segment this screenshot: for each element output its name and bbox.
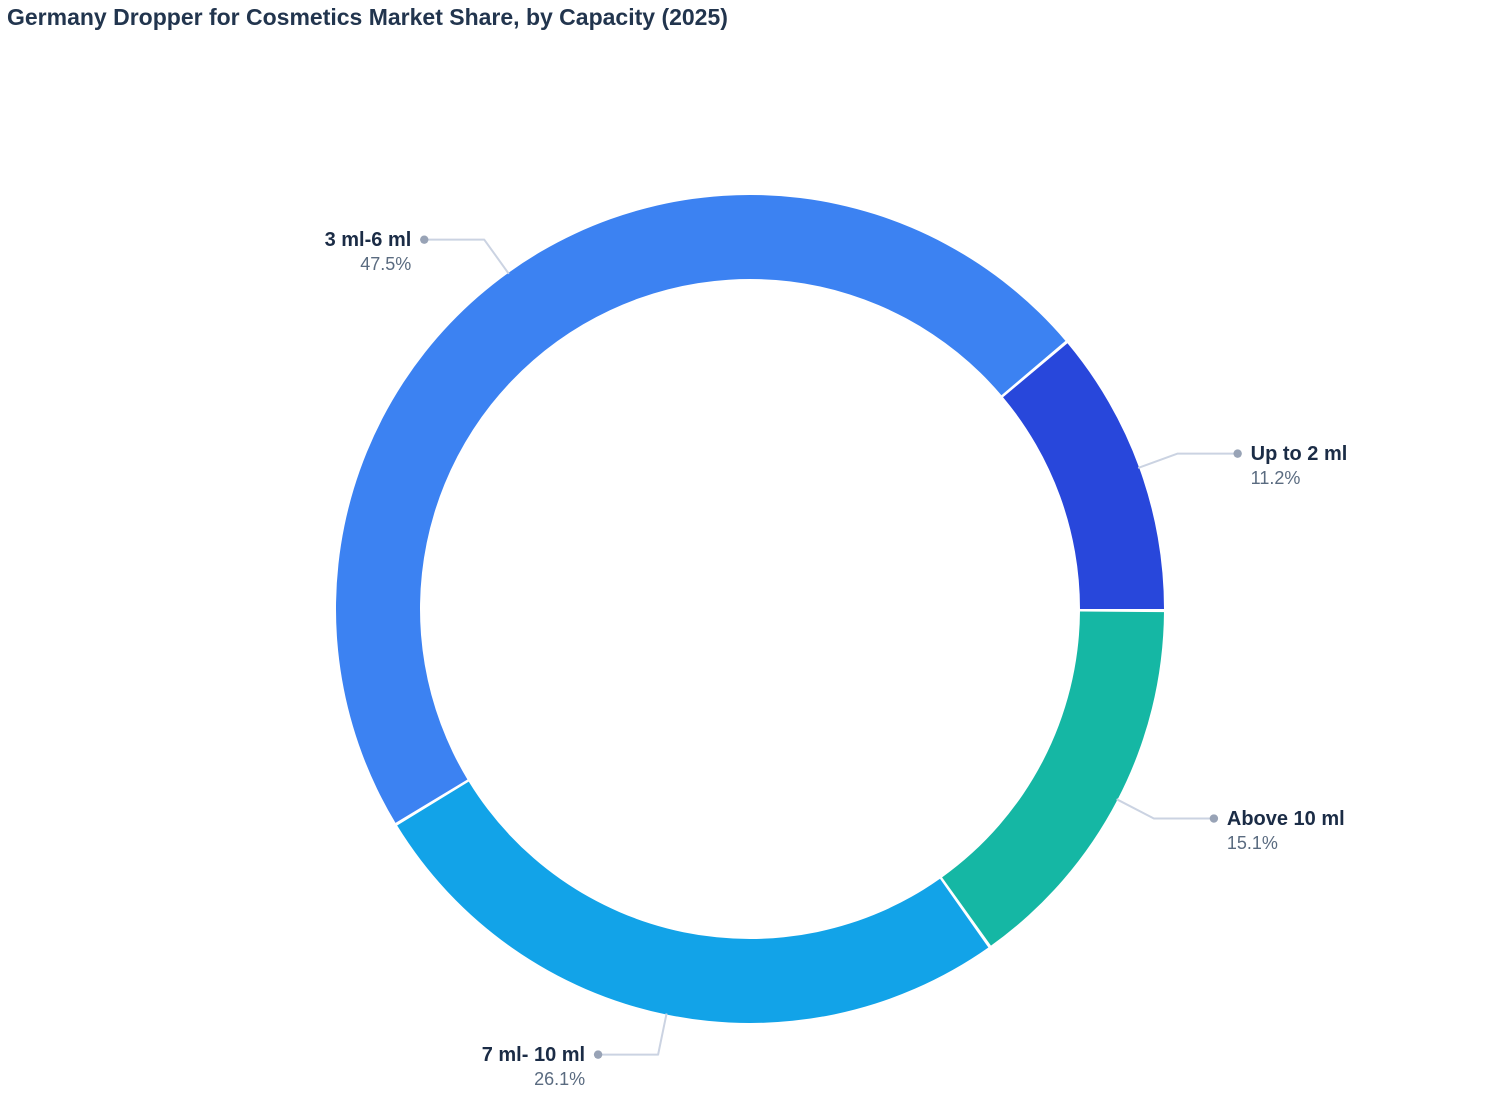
slice-label-2: Above 10 ml 15.1%	[1227, 806, 1345, 854]
label-leader-line	[598, 1013, 668, 1056]
slice-percent-text: 47.5%	[360, 253, 412, 274]
slice-percent-text: 15.1%	[1226, 832, 1278, 853]
slice-label-text: 7 ml- 10 ml	[481, 1043, 586, 1066]
slice-label-text: Above 10 ml	[1226, 807, 1345, 830]
slice-percent-text: 11.2%	[1250, 467, 1301, 488]
label-leader-line	[424, 238, 510, 275]
slice-percent-text: 26.1%	[534, 1068, 586, 1089]
slice-label-1: Up to 2 ml 11.2%	[1251, 441, 1348, 489]
pie-slice-above-10-ml[interactable]	[942, 611, 1164, 946]
pie-slice-7-ml-10-ml[interactable]	[397, 781, 989, 1023]
slice-label-text: Up to 2 ml	[1250, 442, 1348, 465]
slice-label-text: 3 ml-6 ml	[324, 228, 412, 251]
slice-label-0: 3 ml-6 ml 47.5%	[325, 227, 412, 275]
label-dot	[1233, 449, 1242, 458]
label-leader-line	[1116, 798, 1214, 820]
label-leader-line	[1137, 452, 1238, 469]
label-dot	[1209, 814, 1219, 823]
label-dot	[420, 235, 429, 244]
pie-slice-3-ml-6-ml[interactable]	[336, 195, 1066, 823]
slice-label-3: 7 ml- 10 ml 26.1%	[482, 1042, 585, 1090]
chart-title: Germany Dropper for Cosmetics Market Sha…	[7, 4, 728, 30]
label-dot	[593, 1050, 603, 1059]
pie-slice-up-to-2-ml[interactable]	[1003, 343, 1164, 609]
